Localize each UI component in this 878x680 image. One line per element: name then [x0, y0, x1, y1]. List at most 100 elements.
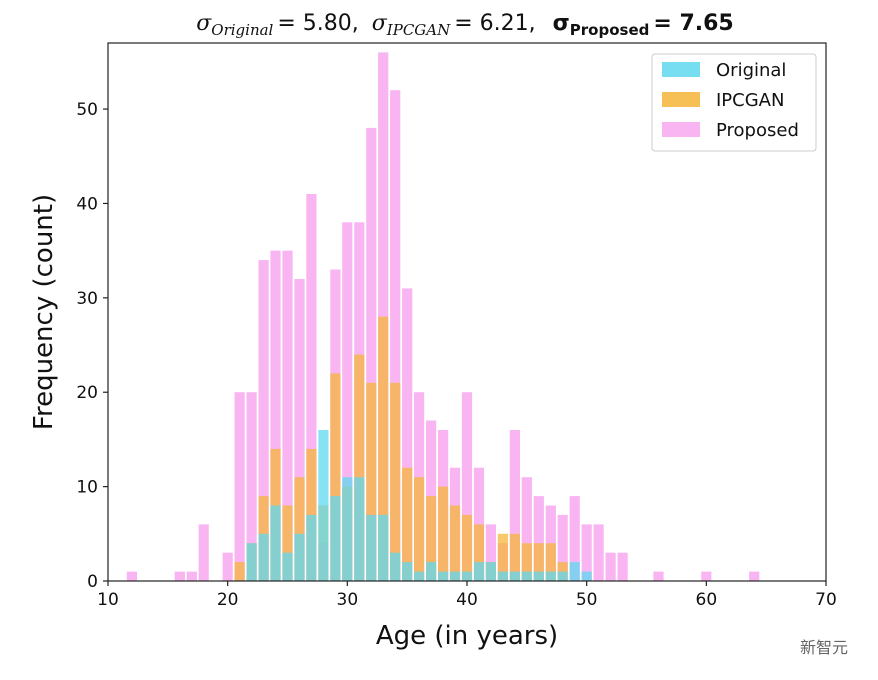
proposed-bar: [390, 90, 401, 581]
proposed-bar: [593, 524, 604, 581]
proposed-bar: [366, 127, 377, 582]
proposed-bar: [617, 552, 628, 581]
ipcgan-bar: [282, 505, 293, 581]
ipcgan-bar: [378, 316, 389, 581]
proposed-bar: [533, 496, 544, 581]
original-bar: [402, 562, 413, 581]
original-bar: [306, 514, 317, 581]
proposed-bar: [222, 552, 233, 581]
ipcgan-bar: [390, 382, 401, 581]
y-tick-label: 10: [76, 478, 98, 498]
proposed-bar: [186, 571, 197, 581]
original-bar: [569, 562, 580, 581]
original-bar: [414, 571, 425, 581]
title-sub-proposed: Proposed: [570, 21, 650, 39]
original-bar: [282, 552, 293, 581]
original-bar: [509, 571, 520, 581]
ipcgan-bar: [438, 486, 449, 581]
ipcgan-bar: [545, 543, 556, 581]
legend: Original IPCGAN Proposed: [651, 53, 817, 152]
x-tick-label: 60: [696, 590, 718, 610]
x-tick-label: 40: [456, 590, 478, 610]
bars-layer: [126, 52, 760, 582]
original-bar: [461, 571, 473, 581]
proposed-bar: [294, 279, 305, 581]
proposed-bar: [605, 552, 616, 581]
ipcgan-bar: [426, 496, 437, 581]
proposed-bar: [126, 571, 137, 581]
legend-swatch-proposed: [662, 122, 700, 137]
title-sigma-ipcgan: σ: [372, 11, 388, 36]
proposed-bar: [198, 524, 209, 581]
proposed-bar: [653, 571, 664, 581]
original-bar: [545, 571, 556, 581]
proposed-bar: [234, 392, 245, 581]
original-bar: [294, 533, 305, 581]
ipcgan-bar: [557, 562, 568, 581]
original-bar: [581, 571, 592, 581]
ipcgan-bar: [497, 533, 508, 581]
proposed-bar: [306, 194, 317, 581]
y-axis-label: Frequency (count): [29, 194, 59, 430]
proposed-bar: [258, 260, 269, 581]
x-tick-label: 20: [217, 590, 239, 610]
original-bar: [378, 514, 389, 581]
title-sigma-proposed: σ: [553, 11, 570, 36]
original-bar: [485, 562, 496, 581]
x-axis-label: Age (in years): [376, 621, 558, 651]
ipcgan-bar: [461, 514, 473, 581]
proposed-bar: [749, 571, 760, 581]
original-bar: [438, 571, 449, 581]
y-tick-label: 50: [76, 100, 98, 120]
original-bar: [270, 505, 281, 581]
original-bar: [258, 533, 269, 581]
proposed-bar: [270, 250, 281, 581]
original-bar: [473, 562, 485, 581]
ipcgan-bar: [366, 382, 377, 581]
y-tick-label: 30: [76, 289, 98, 309]
ipcgan-bar: [294, 477, 305, 581]
proposed-bar: [473, 467, 485, 581]
original-bar: [497, 571, 508, 581]
title-value-ipcgan: = 6.21,: [454, 11, 535, 36]
proposed-bar: [174, 571, 185, 581]
legend-swatch-ipcgan: [662, 92, 700, 107]
proposed-bar: [342, 222, 353, 582]
ipcgan-bar: [509, 533, 520, 581]
watermark: 新智元: [799, 638, 848, 657]
ipcgan-bar: [354, 354, 365, 581]
proposed-bar: [581, 524, 592, 581]
title-sub-ipcgan: IPCGAN: [386, 21, 451, 39]
title-sigma-original: σ: [196, 11, 212, 36]
legend-swatch-original: [662, 62, 700, 77]
original-bar: [533, 571, 544, 581]
ipcgan-bar: [234, 562, 245, 581]
proposed-bar: [509, 430, 520, 581]
x-tick-label: 30: [337, 590, 359, 610]
original-bar: [390, 552, 401, 581]
original-bar: [521, 571, 532, 581]
ipcgan-bar: [521, 543, 532, 581]
ipcgan-bar: [330, 373, 341, 581]
ipcgan-bar: [533, 543, 544, 581]
proposed-bar: [485, 524, 496, 581]
proposed-bar: [569, 496, 580, 581]
proposed-bar: [282, 250, 293, 581]
ipcgan-bar: [402, 467, 413, 581]
x-tick-label: 70: [815, 590, 837, 610]
y-tick-label: 20: [76, 383, 98, 403]
original-bar: [366, 514, 377, 581]
proposed-bar: [701, 571, 712, 581]
chart-title: σOriginal = 5.80, σIPCGAN = 6.21, σPropose…: [196, 11, 733, 39]
original-bar: [449, 571, 461, 581]
original-bar: [330, 496, 341, 581]
y-tick-label: 40: [76, 194, 98, 214]
original-bar: [246, 543, 257, 581]
proposed-bar: [402, 288, 413, 581]
proposed-bar: [557, 514, 568, 581]
original-bar: [354, 477, 365, 581]
original-bar: [557, 571, 568, 581]
x-tick-label: 50: [576, 590, 598, 610]
